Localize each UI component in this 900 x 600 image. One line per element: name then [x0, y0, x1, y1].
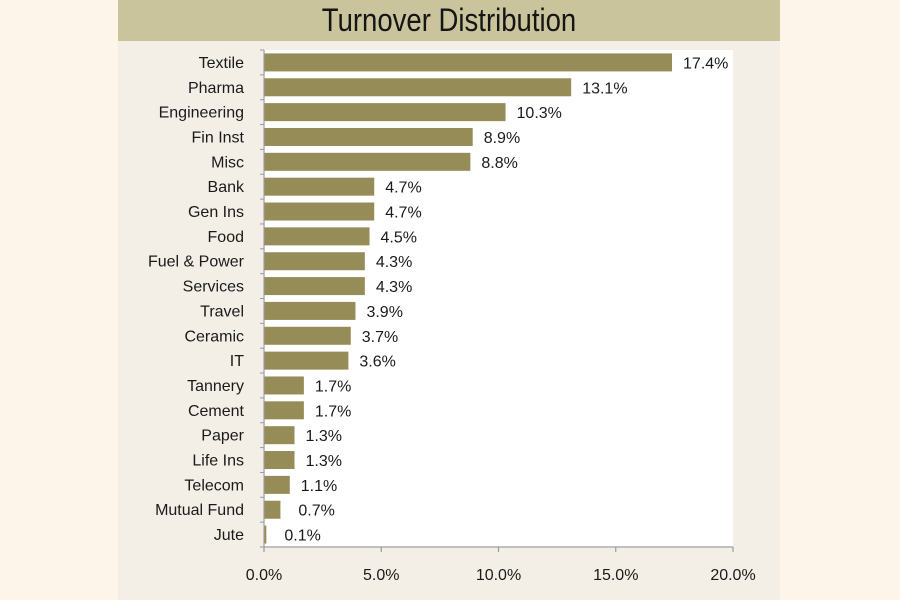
value-label: 10.3% [517, 105, 562, 122]
value-label: 0.7% [298, 503, 334, 520]
bar [264, 301, 356, 320]
value-label: 1.1% [301, 478, 337, 495]
category-label: Telecom [184, 477, 244, 494]
value-label: 17.4% [683, 55, 728, 72]
category-label: Food [208, 229, 244, 246]
x-tick-label: 5.0% [363, 567, 399, 584]
bar [264, 351, 349, 370]
value-label: 1.7% [315, 378, 351, 395]
bar [264, 177, 375, 196]
category-label: Engineering [159, 105, 244, 122]
bar [264, 127, 473, 146]
bar [264, 326, 351, 345]
value-label: 3.9% [366, 304, 402, 321]
category-label: Fuel & Power [148, 254, 245, 271]
category-label: Travel [200, 303, 244, 320]
value-label: 13.1% [582, 80, 627, 97]
bar [264, 152, 471, 171]
x-tick-label: 20.0% [710, 567, 755, 584]
category-label: Pharma [188, 80, 244, 97]
bar [264, 103, 506, 122]
category-label: Paper [201, 428, 244, 445]
value-label: 3.7% [362, 329, 398, 346]
bar [264, 277, 365, 296]
bar [264, 426, 295, 445]
bar [264, 202, 375, 221]
value-label: 1.7% [315, 403, 351, 420]
category-label: Mutual Fund [155, 502, 244, 519]
bar [264, 252, 365, 271]
bars-group: 17.4% 13.1% 10.3% 8.9% 8.8% 4.7% 4.7% 4.5% 4.3% 4… [264, 53, 728, 545]
value-label: 4.7% [385, 180, 421, 197]
category-label: Life Ins [192, 453, 244, 470]
category-label: Jute [214, 527, 244, 544]
category-label: Fin Inst [192, 129, 245, 146]
category-label: Misc [211, 154, 244, 171]
category-label: Bank [208, 179, 245, 196]
value-label: 0.1% [284, 528, 320, 545]
x-tick-label: 15.0% [593, 567, 638, 584]
bar [264, 475, 290, 494]
chart-title: Turnover Distribution [321, 2, 577, 38]
category-label: Tannery [187, 378, 244, 395]
value-label: 4.7% [385, 205, 421, 222]
category-label: Ceramic [184, 328, 244, 345]
value-label: 4.3% [376, 254, 412, 271]
plot-area [263, 50, 733, 548]
value-label: 1.3% [305, 428, 341, 445]
value-label: 4.5% [381, 229, 417, 246]
x-tick-label: 0.0% [246, 567, 282, 584]
bar [264, 525, 267, 544]
bar [264, 376, 304, 395]
bar [264, 401, 304, 420]
bar [264, 53, 673, 72]
value-label: 4.3% [376, 279, 412, 296]
axes-group: Textile Pharma Engineering Fin Inst Misc Bank… [148, 49, 756, 584]
title-band [118, 0, 780, 41]
category-label: Services [183, 279, 244, 296]
x-tick-label: 10.0% [476, 567, 521, 584]
value-label: 8.8% [481, 155, 517, 172]
category-label: Cement [188, 403, 245, 420]
value-label: 3.6% [359, 354, 395, 371]
bar [264, 227, 370, 246]
category-label: Textile [199, 55, 244, 72]
bar [264, 500, 281, 519]
value-label: 8.9% [484, 130, 520, 147]
bar [264, 451, 295, 470]
bar [264, 78, 572, 97]
category-label: IT [230, 353, 244, 370]
value-label: 1.3% [305, 453, 341, 470]
category-label: Gen Ins [188, 204, 244, 221]
